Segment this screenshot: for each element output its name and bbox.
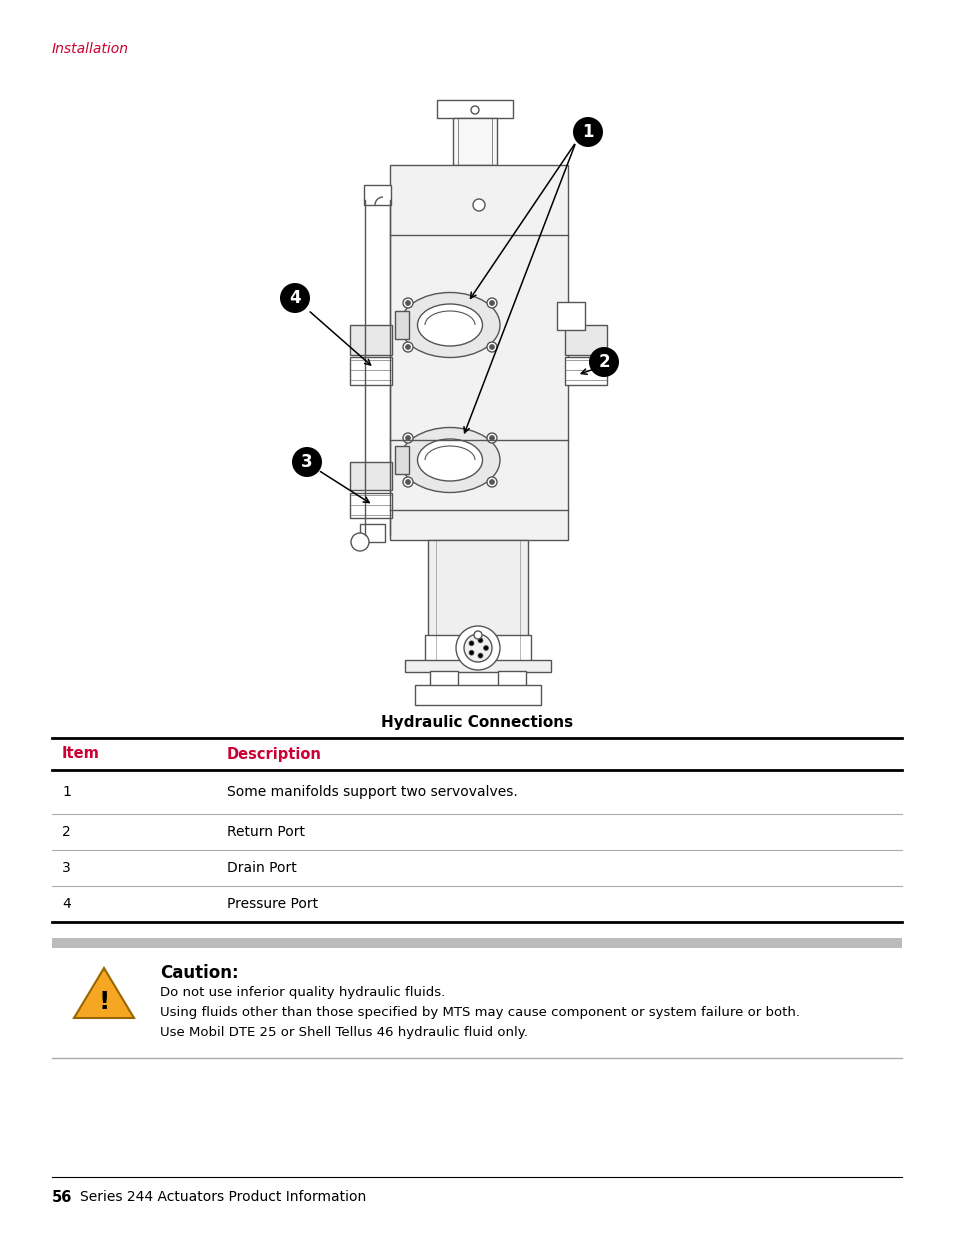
Circle shape xyxy=(489,479,494,484)
Text: 56: 56 xyxy=(52,1189,72,1204)
Bar xyxy=(428,540,527,659)
Circle shape xyxy=(456,626,499,671)
Bar xyxy=(364,185,391,205)
Circle shape xyxy=(486,342,497,352)
Circle shape xyxy=(486,298,497,308)
Circle shape xyxy=(573,117,602,147)
Bar xyxy=(395,446,409,474)
Circle shape xyxy=(280,283,310,312)
Bar xyxy=(359,524,385,542)
Text: 3: 3 xyxy=(62,861,71,876)
Circle shape xyxy=(402,433,413,443)
Bar xyxy=(390,165,567,540)
Circle shape xyxy=(402,342,413,352)
Text: !: ! xyxy=(98,990,110,1014)
Text: Using fluids other than those specified by MTS may cause component or system fai: Using fluids other than those specified … xyxy=(160,1007,800,1019)
Bar xyxy=(453,119,497,165)
Ellipse shape xyxy=(417,438,482,480)
Bar xyxy=(564,325,606,354)
Bar xyxy=(350,357,392,385)
Circle shape xyxy=(486,433,497,443)
Bar xyxy=(415,685,540,705)
Text: 1: 1 xyxy=(581,124,593,141)
Bar xyxy=(350,325,392,354)
Ellipse shape xyxy=(417,304,482,346)
Text: Return Port: Return Port xyxy=(227,825,305,839)
Text: Hydraulic Connections: Hydraulic Connections xyxy=(380,715,573,730)
Text: 1: 1 xyxy=(62,785,71,799)
Circle shape xyxy=(292,447,322,477)
Text: Pressure Port: Pressure Port xyxy=(227,897,317,911)
Circle shape xyxy=(489,436,494,441)
Circle shape xyxy=(469,641,474,646)
Circle shape xyxy=(489,345,494,350)
Circle shape xyxy=(588,347,618,377)
Circle shape xyxy=(486,477,497,487)
Text: 4: 4 xyxy=(289,289,300,308)
Text: Description: Description xyxy=(227,746,321,762)
Text: 4: 4 xyxy=(62,897,71,911)
Text: Caution:: Caution: xyxy=(160,965,238,982)
Text: Use Mobil DTE 25 or Shell Tellus 46 hydraulic fluid only.: Use Mobil DTE 25 or Shell Tellus 46 hydr… xyxy=(160,1026,527,1039)
Circle shape xyxy=(405,479,410,484)
Circle shape xyxy=(477,638,482,643)
Bar xyxy=(564,357,606,385)
Circle shape xyxy=(463,634,492,662)
Bar xyxy=(497,671,525,687)
Bar xyxy=(430,671,457,687)
Text: 2: 2 xyxy=(598,353,609,370)
Circle shape xyxy=(469,650,474,656)
Bar xyxy=(557,303,584,330)
Bar xyxy=(52,939,901,948)
Ellipse shape xyxy=(399,427,499,493)
Circle shape xyxy=(402,477,413,487)
Text: Installation: Installation xyxy=(52,42,129,56)
Bar xyxy=(350,493,392,517)
Circle shape xyxy=(405,345,410,350)
Circle shape xyxy=(477,653,482,658)
Circle shape xyxy=(405,300,410,305)
Text: Item: Item xyxy=(62,746,100,762)
Circle shape xyxy=(483,646,488,651)
Text: Drain Port: Drain Port xyxy=(227,861,296,876)
Bar xyxy=(436,100,513,119)
Ellipse shape xyxy=(399,293,499,357)
Circle shape xyxy=(489,300,494,305)
Bar xyxy=(424,635,531,671)
Text: Some manifolds support two servovalves.: Some manifolds support two servovalves. xyxy=(227,785,517,799)
Circle shape xyxy=(473,199,484,211)
Bar xyxy=(350,462,392,490)
Circle shape xyxy=(351,534,369,551)
Circle shape xyxy=(402,298,413,308)
Text: Do not use inferior quality hydraulic fluids.: Do not use inferior quality hydraulic fl… xyxy=(160,986,445,999)
Bar xyxy=(395,311,409,338)
Bar xyxy=(405,659,551,672)
Text: 3: 3 xyxy=(301,453,313,471)
Circle shape xyxy=(405,436,410,441)
Circle shape xyxy=(474,631,481,638)
Text: Series 244 Actuators Product Information: Series 244 Actuators Product Information xyxy=(80,1191,366,1204)
Text: 2: 2 xyxy=(62,825,71,839)
Polygon shape xyxy=(74,968,133,1018)
Circle shape xyxy=(471,106,478,114)
